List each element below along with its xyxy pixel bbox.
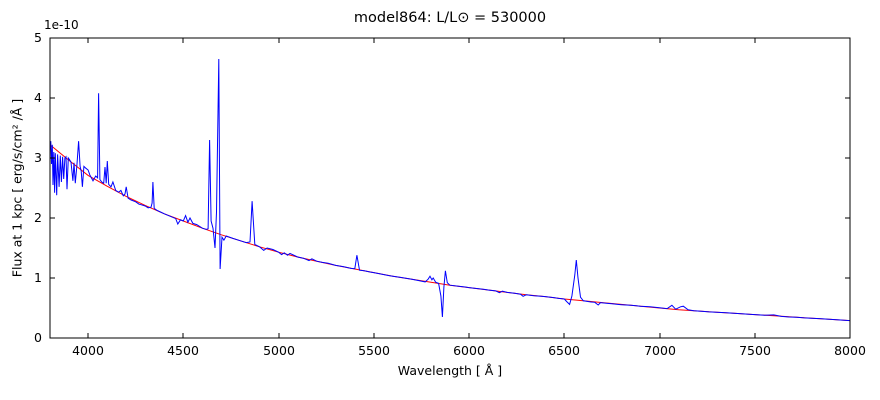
- y-tick-label: 5: [34, 30, 42, 45]
- y-tick-label: 3: [34, 150, 42, 165]
- y-tick-label: 4: [34, 90, 42, 105]
- y-axis-offset-label: 1e-10: [44, 18, 79, 32]
- x-tick-label: 5000: [263, 343, 295, 358]
- continuum-fit-line: [49, 144, 851, 322]
- axes-frame: [49, 37, 851, 339]
- x-tick-label: 8000: [834, 343, 866, 358]
- x-tick-label: 4000: [72, 343, 104, 358]
- y-axis-label: Flux at 1 kpc [ erg/s/cm² /Å ]: [9, 98, 25, 278]
- x-tick-label: 6500: [548, 343, 580, 358]
- spectrum-line: [49, 58, 851, 322]
- y-tick-label: 1: [34, 270, 42, 285]
- plot-title: model864: L/L⊙ = 530000: [353, 10, 547, 26]
- x-axis-label: Wavelength [ Å ]: [397, 363, 503, 378]
- x-tick-label: 4500: [167, 343, 199, 358]
- y-tick-label: 2: [34, 210, 42, 225]
- y-tick-label: 0: [34, 330, 42, 345]
- x-tick-label: 7500: [739, 343, 771, 358]
- x-tick-label: 5500: [358, 343, 390, 358]
- x-tick-label: 7000: [644, 343, 676, 358]
- x-tick-label: 6000: [453, 343, 485, 358]
